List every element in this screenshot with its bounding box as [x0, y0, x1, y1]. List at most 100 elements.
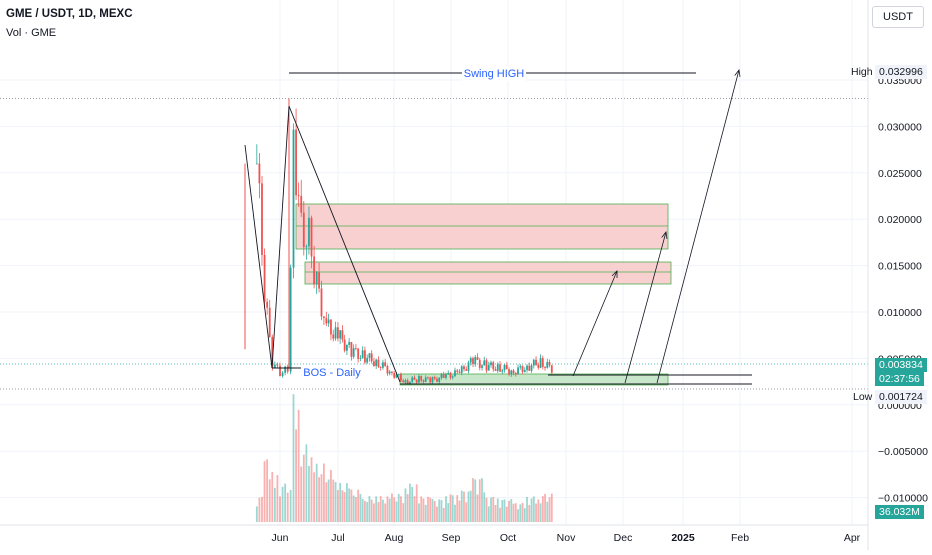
price-tick-label: 0.020000: [878, 214, 922, 226]
volume-bar: [310, 457, 313, 522]
candle-body: [341, 330, 344, 340]
candle-body: [255, 163, 258, 165]
candle-body: [352, 348, 355, 357]
swing-line-3: [288, 105, 401, 383]
candle-body: [438, 377, 441, 382]
volume-bar: [404, 488, 407, 522]
volume-bar: [297, 409, 300, 522]
volume-bar: [539, 503, 542, 522]
candle-body: [429, 377, 432, 383]
candle-body: [325, 318, 328, 324]
volume-bar: [400, 496, 402, 522]
candle-body: [424, 377, 427, 382]
price-tick-label: 0.015000: [878, 261, 922, 273]
candle-body: [305, 246, 308, 248]
candle-body: [268, 307, 271, 337]
candle-body: [318, 272, 320, 289]
currency-button[interactable]: USDT: [872, 6, 924, 28]
volume-bar: [494, 505, 497, 522]
volume-bar: [503, 499, 506, 522]
high-label: High: [851, 66, 873, 78]
candle-body: [440, 374, 443, 378]
volume-bar: [325, 482, 328, 522]
volume-value-tag: 36.032M: [875, 505, 924, 519]
candle-body: [393, 372, 396, 378]
volume-bar: [343, 492, 346, 522]
candle-body: [415, 379, 418, 383]
candle-body: [449, 372, 452, 378]
volume-bar: [490, 497, 492, 522]
volume-bar: [496, 498, 499, 522]
volume-bar: [313, 472, 315, 522]
volume-bar: [388, 498, 391, 522]
candle-body: [501, 370, 504, 372]
volume-bar: [355, 497, 357, 522]
volume-bar: [544, 493, 546, 522]
volume-bar: [465, 502, 468, 522]
volume-bar: [510, 499, 513, 522]
volume-bar: [370, 499, 373, 522]
candle-body: [377, 359, 380, 367]
volume-bar: [541, 496, 544, 522]
volume-bar: [460, 490, 463, 522]
candle-body: [463, 366, 465, 370]
volume-bar: [492, 496, 495, 522]
candle-body: [382, 362, 384, 368]
candle-body: [357, 348, 360, 359]
volume-bar: [517, 509, 519, 522]
candle-body: [388, 371, 391, 374]
volume-bar: [528, 505, 531, 522]
candle-body: [508, 369, 510, 375]
candle-body: [364, 350, 366, 363]
volume-bar: [368, 496, 371, 522]
volume-bar: [413, 496, 416, 522]
candle-body: [313, 256, 315, 285]
candle-body: [532, 359, 535, 366]
volume-bar: [366, 502, 369, 522]
candle-body: [503, 364, 506, 371]
candle-body: [523, 370, 526, 372]
volume-bar: [255, 506, 258, 522]
projection-arrow-1: [572, 270, 618, 377]
volume-bar: [427, 496, 429, 522]
volume-bar: [281, 486, 284, 522]
volume-bar: [263, 461, 266, 522]
candle-body: [548, 362, 551, 366]
time-tick-label: 2025: [671, 532, 695, 544]
candle-body: [308, 217, 310, 247]
volume-bar: [382, 499, 384, 522]
candle-body: [284, 366, 287, 373]
candle-body: [323, 316, 325, 319]
candle-body: [350, 341, 353, 357]
volume-bar: [391, 493, 393, 522]
volume-bar: [384, 503, 387, 522]
candle-body: [346, 344, 348, 351]
volume-bar: [418, 503, 420, 522]
volume-bar: [433, 500, 436, 522]
volume-bar: [352, 495, 355, 522]
candle-body: [271, 336, 274, 369]
volume-bar: [438, 499, 441, 522]
volume-bar: [472, 478, 474, 522]
volume-bar: [379, 496, 382, 522]
candle-body: [476, 357, 479, 360]
candle-body: [330, 319, 332, 335]
volume-bar: [429, 497, 432, 522]
volume-legend: Vol · GME: [6, 27, 57, 39]
candle-body: [442, 374, 445, 378]
swing-line-2: [271, 105, 290, 369]
volume-bar: [476, 494, 479, 522]
volume-bar: [337, 490, 339, 522]
volume-bar: [346, 483, 348, 522]
volume-bar: [447, 503, 450, 522]
candle-body: [395, 374, 398, 378]
time-tick-label: Jun: [272, 532, 289, 544]
candle-body: [433, 377, 436, 379]
candle-body: [465, 369, 468, 371]
candle-body: [400, 374, 402, 381]
candle-body: [478, 359, 481, 368]
volume-bar: [546, 501, 549, 522]
last-price-tag: 0.003834: [875, 358, 927, 372]
